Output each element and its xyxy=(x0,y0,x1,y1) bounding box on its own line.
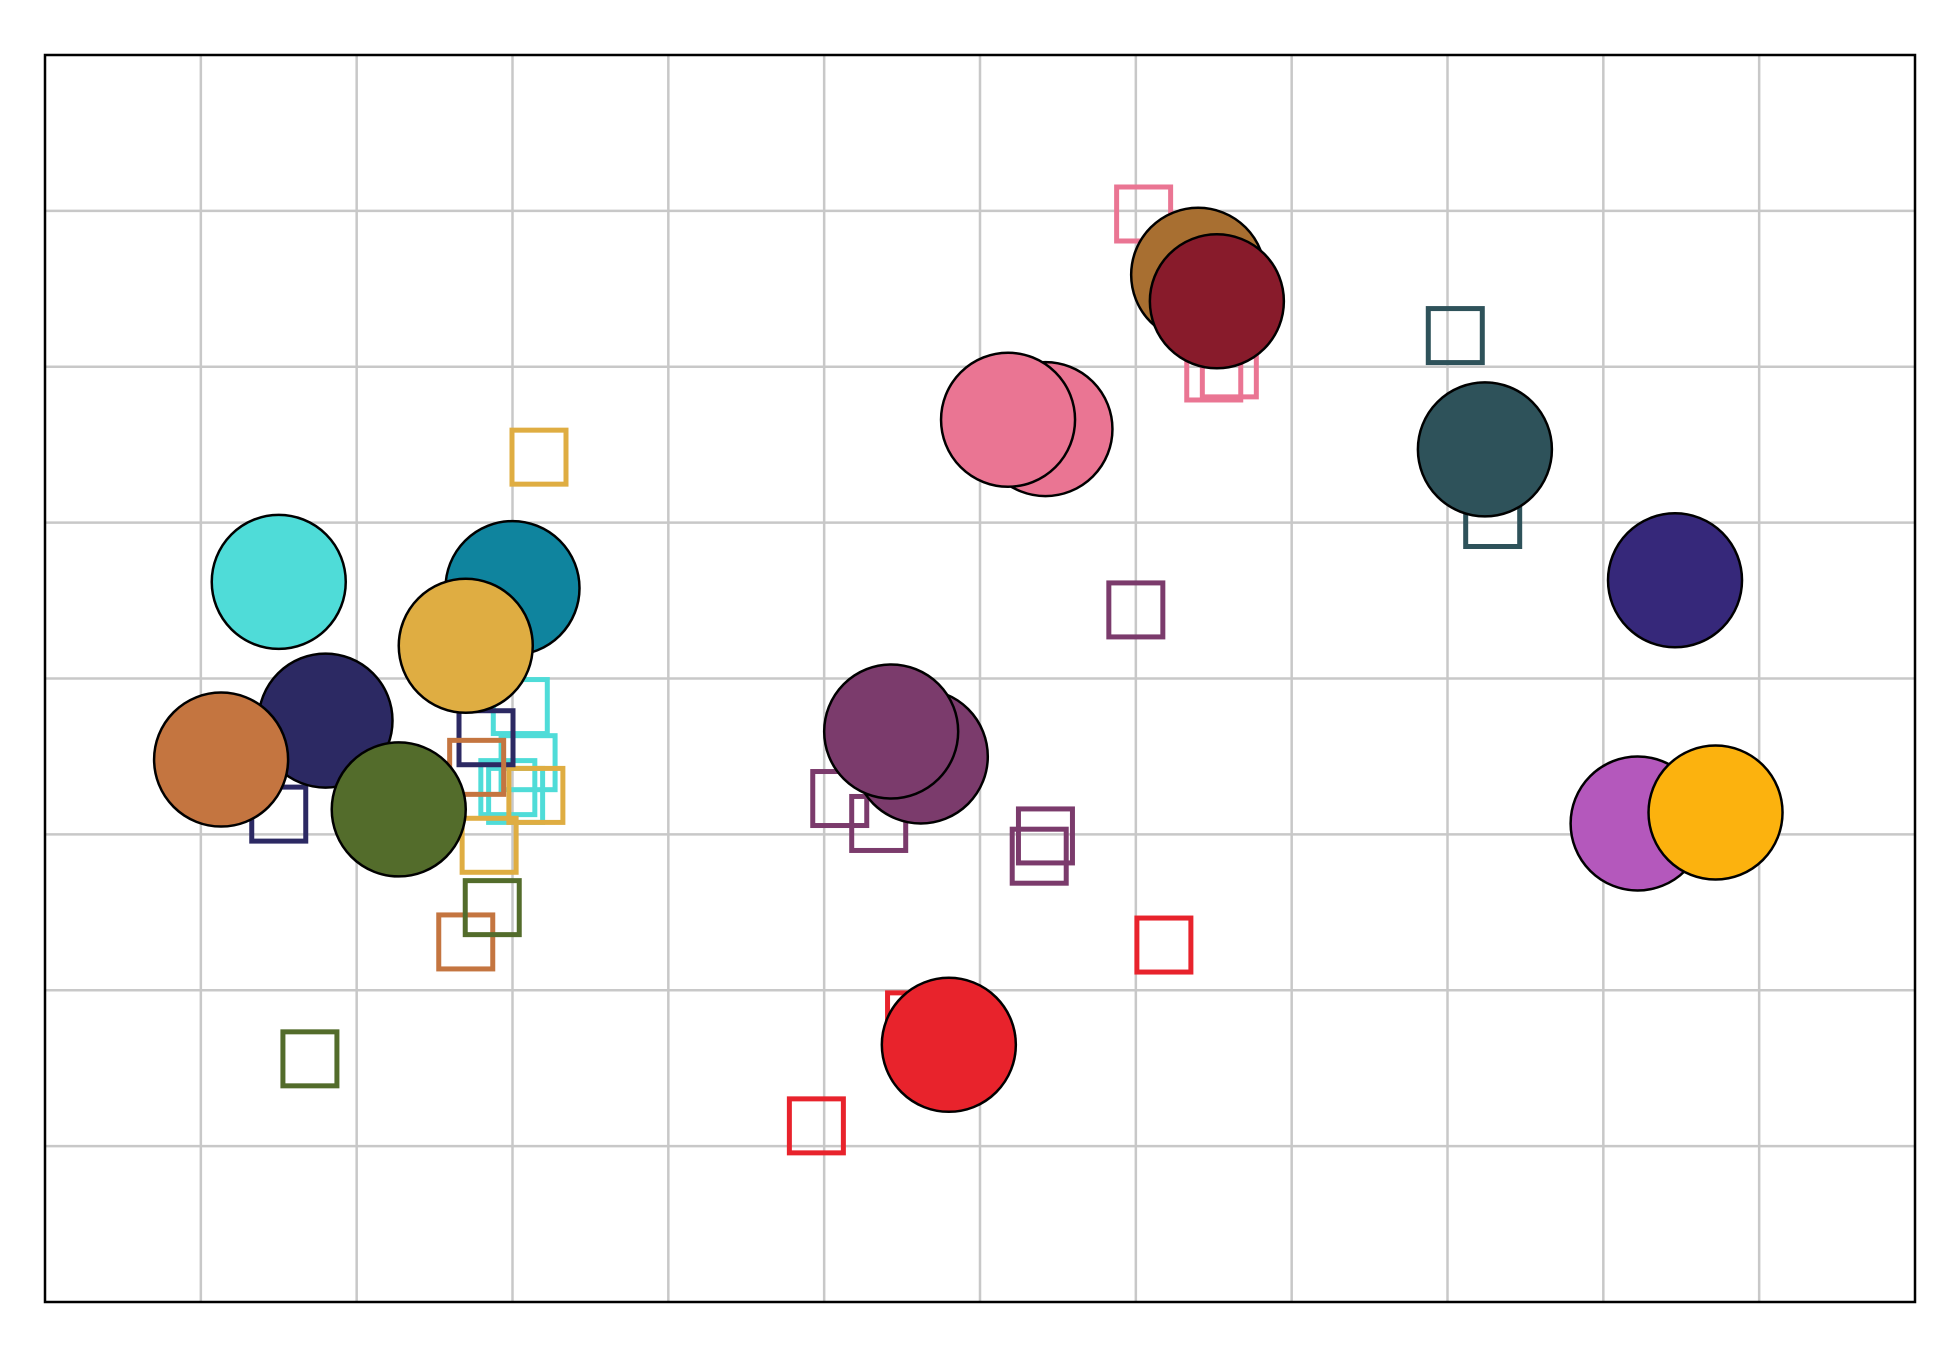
plot-frame xyxy=(43,53,1917,1304)
point-marker xyxy=(280,1029,340,1089)
point-marker xyxy=(459,815,519,875)
centroid-marker xyxy=(152,691,290,828)
point-marker xyxy=(1134,915,1194,975)
centroid-marker xyxy=(1416,381,1554,518)
point-marker xyxy=(506,765,566,825)
centroid-marker xyxy=(330,741,467,878)
point-marker xyxy=(462,878,522,938)
point-marker xyxy=(1425,306,1485,366)
centroid-marker xyxy=(1606,512,1744,649)
point-marker xyxy=(786,1096,846,1156)
centroid-markers xyxy=(152,206,1784,1114)
centroid-marker xyxy=(1148,233,1286,370)
centroid-marker xyxy=(822,663,960,800)
centroid-marker xyxy=(939,351,1077,488)
point-marker xyxy=(1106,580,1166,640)
point-marker xyxy=(1009,826,1069,886)
centroid-marker xyxy=(210,513,347,651)
centroid-marker xyxy=(397,577,534,715)
point-marker xyxy=(509,427,569,487)
centroid-marker xyxy=(1647,744,1784,881)
centroid-marker xyxy=(880,976,1018,1114)
point-marker xyxy=(1015,806,1075,866)
